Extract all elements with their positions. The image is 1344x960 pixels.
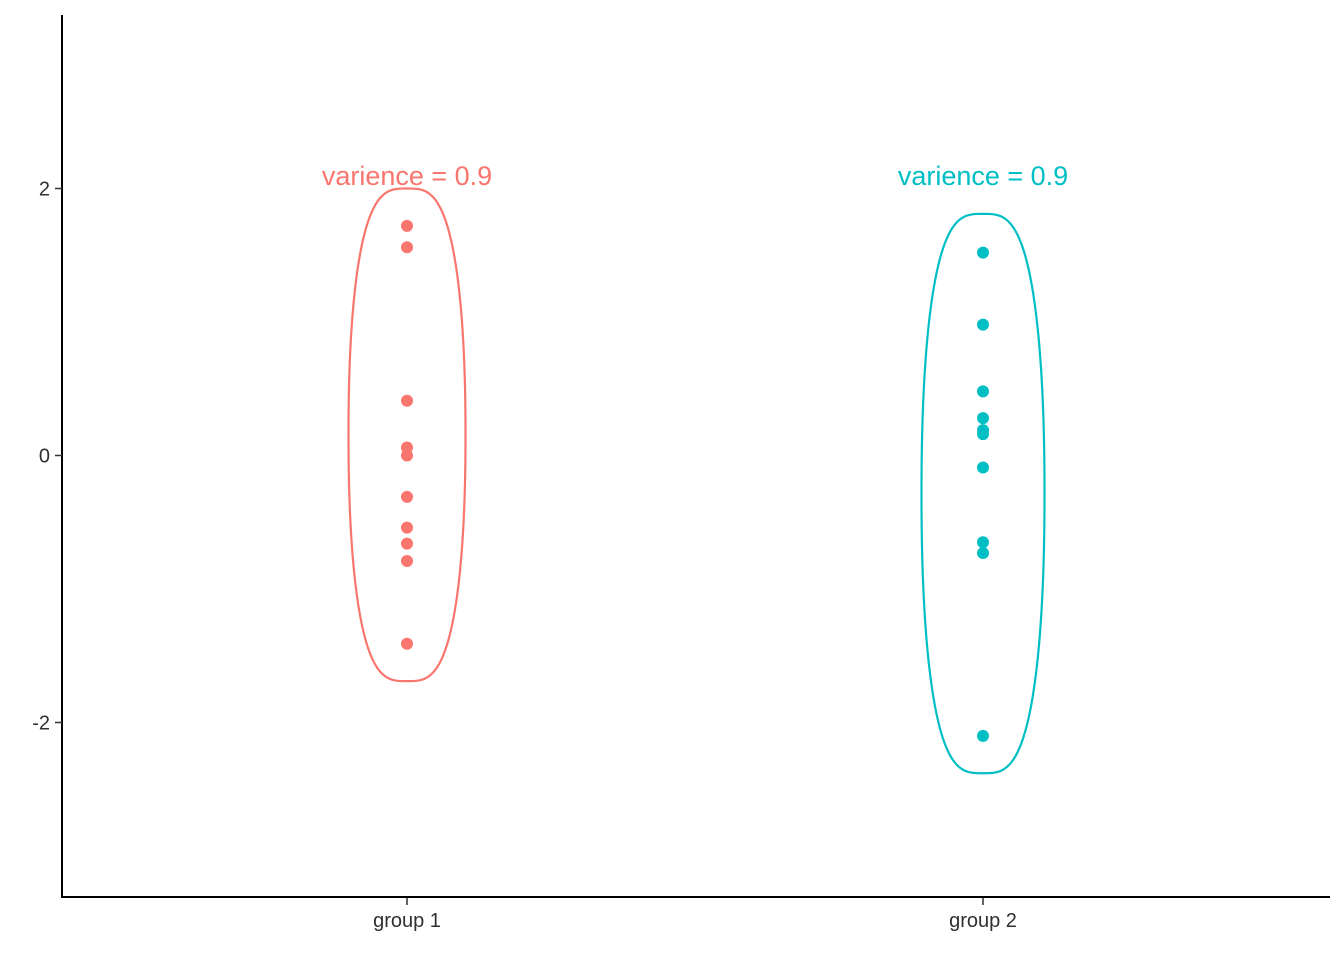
data-point bbox=[977, 729, 989, 742]
data-point bbox=[977, 428, 989, 441]
data-point bbox=[977, 461, 989, 474]
data-point bbox=[401, 449, 413, 462]
data-point bbox=[401, 521, 413, 534]
data-point bbox=[977, 536, 989, 549]
y-tick-label: -2 bbox=[32, 713, 50, 735]
x-tick-label: group 1 bbox=[373, 910, 441, 932]
data-point bbox=[977, 385, 989, 398]
data-point bbox=[401, 241, 413, 254]
x-axis-ticks: group 1 group 2 bbox=[373, 898, 1017, 932]
confidence-ellipse bbox=[347, 187, 467, 683]
data-point bbox=[401, 490, 413, 503]
data-point bbox=[401, 394, 413, 407]
confidence-ellipse bbox=[920, 212, 1046, 775]
data-point bbox=[977, 246, 989, 259]
series-1: varience = 0.9 bbox=[322, 161, 492, 683]
data-point bbox=[401, 637, 413, 650]
y-tick-label: 2 bbox=[39, 179, 50, 201]
data-point bbox=[977, 546, 989, 559]
plot-area: varience = 0.9 varience = 0.9 bbox=[322, 161, 1068, 775]
x-tick-label: group 2 bbox=[949, 910, 1017, 932]
variance-annotation: varience = 0.9 bbox=[898, 161, 1068, 191]
y-tick-label: 0 bbox=[39, 446, 50, 468]
data-point bbox=[401, 554, 413, 567]
data-point bbox=[401, 219, 413, 232]
data-point bbox=[977, 318, 989, 331]
y-axis-ticks: -2 0 2 bbox=[32, 179, 62, 735]
series-2: varience = 0.9 bbox=[898, 161, 1068, 775]
data-point bbox=[977, 412, 989, 425]
data-point bbox=[401, 537, 413, 550]
variance-annotation: varience = 0.9 bbox=[322, 161, 492, 191]
